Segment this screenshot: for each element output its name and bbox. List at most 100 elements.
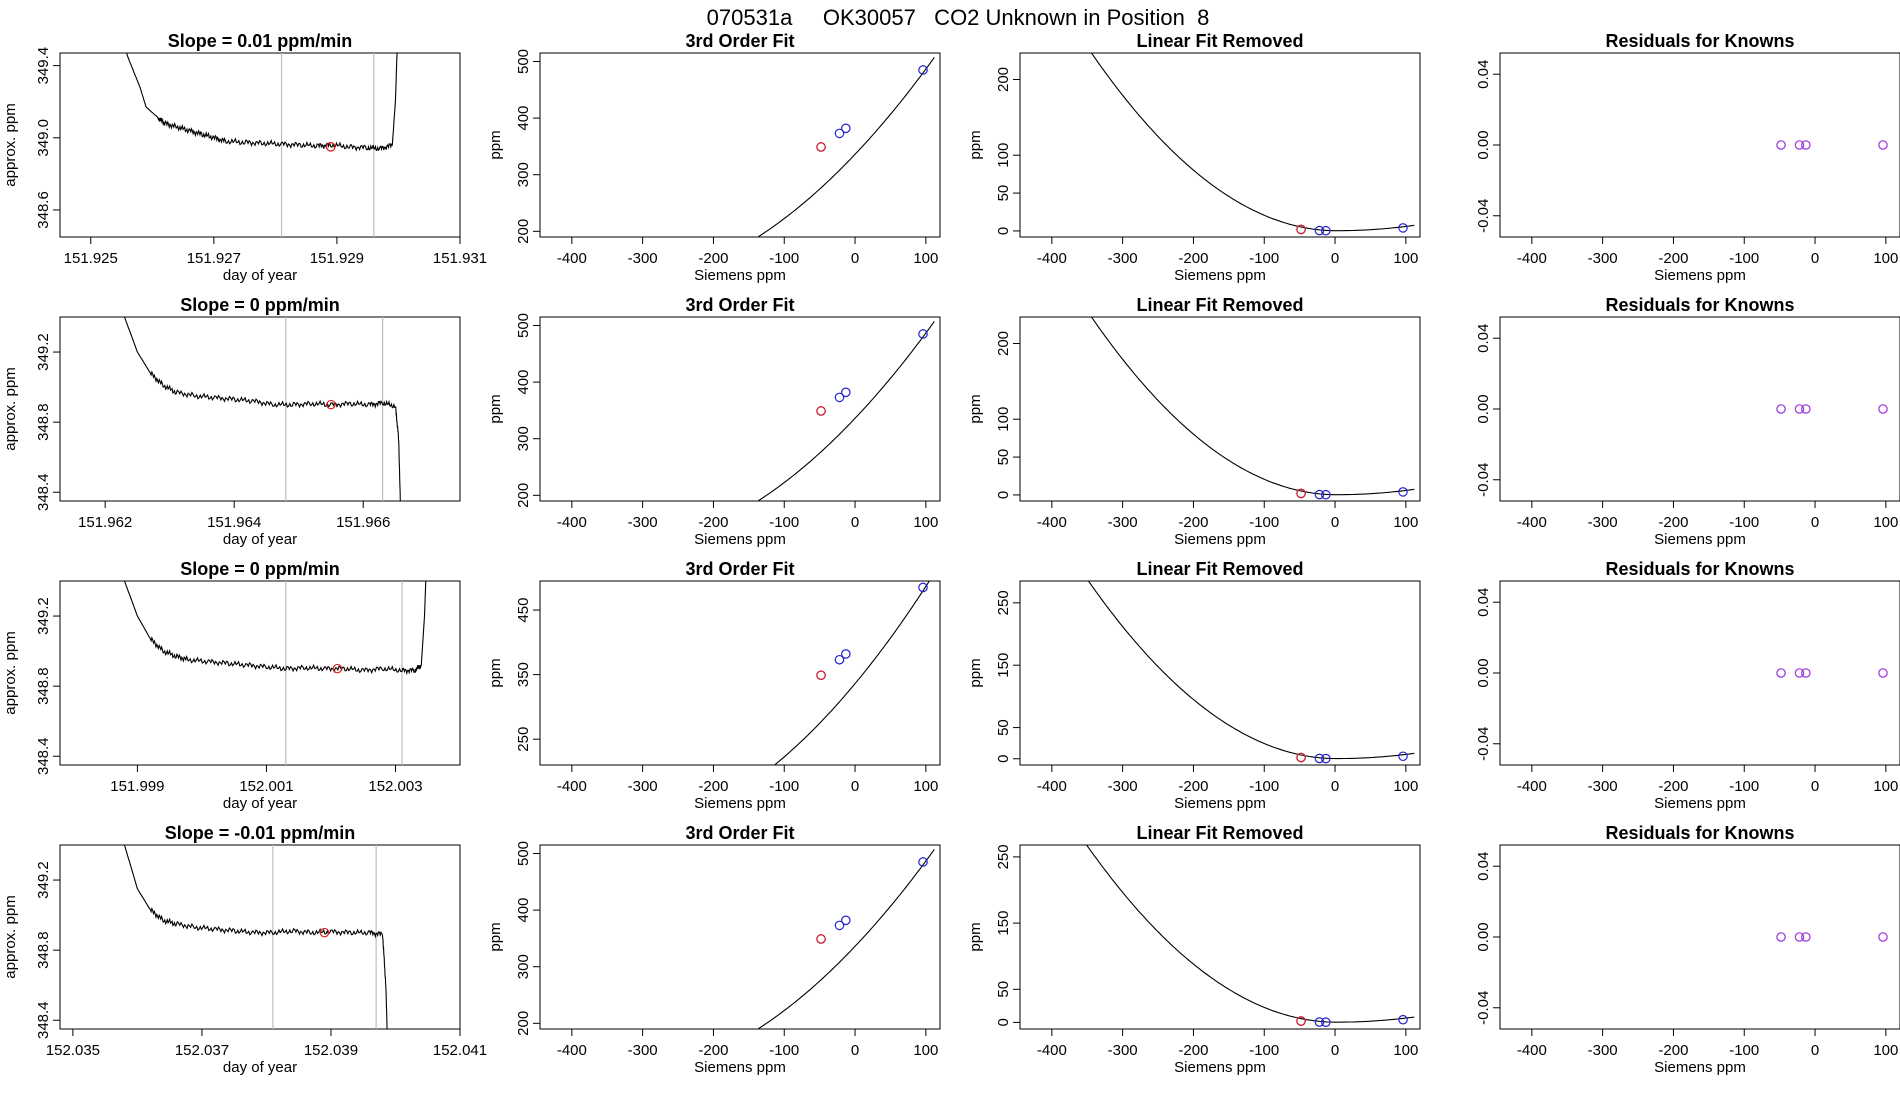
y-tick-label: 150 (995, 911, 1012, 936)
plot-area (1090, 317, 1415, 500)
residual-point (1776, 140, 1786, 150)
x-tick-label: -400 (1517, 514, 1547, 531)
y-tick-label: 50 (995, 981, 1012, 998)
y-tick-label: 349.0 (35, 119, 52, 157)
y-tick-label: 0.00 (1475, 130, 1492, 159)
residual-point (1878, 404, 1888, 414)
unknown-point (1296, 1016, 1306, 1026)
residual-point (1878, 668, 1888, 678)
panel-4-2: 3rd Order Fit -400 -300 -200 -100 0 100 Siemens… (487, 823, 941, 1076)
y-tick-label: 200 (995, 331, 1012, 356)
panel-title: Linear Fit Removed (1136, 823, 1303, 843)
y-tick-label: 200 (515, 1011, 532, 1036)
plot-frame (539, 844, 941, 1030)
x-tick-label: -300 (1108, 250, 1138, 267)
known-point (841, 915, 851, 926)
x-tick-label: -300 (628, 778, 658, 795)
unknown-point (1296, 752, 1306, 763)
known-point (841, 387, 851, 398)
y-tick-label: 0.04 (1475, 324, 1492, 353)
y-axis-label: ppm (967, 922, 984, 951)
y-tick-label: 100 (995, 143, 1012, 168)
x-tick-label: 0 (1331, 778, 1339, 795)
unknown-point (816, 934, 826, 944)
x-axis-label: Siemens ppm (1654, 1059, 1746, 1076)
plot-area (756, 849, 935, 1029)
unknown-point (816, 406, 826, 416)
concentration-trace (126, 53, 398, 152)
y-axis-label: approx. ppm (2, 895, 19, 978)
x-axis-label: Siemens ppm (1174, 795, 1266, 812)
y-axis-label: approx. ppm (2, 367, 19, 450)
concentration-trace (123, 581, 427, 676)
panel-3-3: Linear Fit Removed -400 -300 -200 -100 0 100 Si… (967, 559, 1421, 812)
x-tick-label: 100 (1873, 514, 1898, 531)
unknown-marker (332, 663, 343, 674)
panel-1-3: Linear Fit Removed -400 -300 -200 -100 0 100 Si… (967, 31, 1421, 284)
x-tick-label: 151.925 (64, 250, 118, 267)
y-tick-label: 500 (515, 49, 532, 74)
x-tick-label: -300 (1588, 250, 1618, 267)
x-tick-label: -200 (1658, 778, 1688, 795)
unknown-point (816, 142, 826, 152)
x-tick-label: 152.039 (304, 1042, 358, 1059)
known-point (918, 857, 928, 867)
y-tick-label: 200 (515, 219, 532, 244)
x-tick-label: -300 (1108, 514, 1138, 531)
known-point (841, 123, 851, 134)
residual-point (1776, 668, 1786, 678)
y-tick-label: 350 (515, 662, 532, 687)
x-tick-label: 0 (1331, 514, 1339, 531)
x-tick-label: -300 (1588, 778, 1618, 795)
fit-curve (756, 321, 935, 501)
plot-frame (59, 844, 461, 1030)
x-tick-label: 0 (851, 778, 859, 795)
known-point (1398, 487, 1408, 497)
y-tick-label: 0 (995, 491, 1012, 499)
x-tick-label: -200 (698, 250, 728, 267)
x-tick-label: -400 (1517, 250, 1547, 267)
unknown-marker (325, 142, 336, 152)
x-tick-label: 100 (1873, 778, 1898, 795)
panel-title: Slope = 0 ppm/min (180, 295, 340, 315)
x-tick-label: -100 (1249, 250, 1279, 267)
plot-frame (59, 316, 461, 502)
residual-point (1801, 140, 1811, 150)
known-point (1398, 1014, 1408, 1025)
y-tick-label: 0.04 (1475, 852, 1492, 881)
x-tick-label: -300 (1588, 1042, 1618, 1059)
y-tick-label: 0.04 (1475, 60, 1492, 89)
x-tick-label: 152.001 (239, 778, 293, 795)
x-axis-label: Siemens ppm (1654, 267, 1746, 284)
x-tick-label: 0 (1331, 1042, 1339, 1059)
plot-frame (59, 580, 461, 766)
y-tick-label: 0.00 (1475, 658, 1492, 687)
residual-curve (1090, 317, 1415, 496)
x-tick-label: 100 (913, 778, 938, 795)
residual-curve (1090, 53, 1415, 232)
x-tick-label: 151.966 (336, 514, 390, 531)
x-tick-label: -300 (1108, 778, 1138, 795)
plot-area (123, 581, 427, 765)
fit-curve (756, 57, 935, 237)
panel-title: Residuals for Knowns (1605, 823, 1794, 843)
x-axis-label: Siemens ppm (1174, 531, 1266, 548)
residual-point (1878, 932, 1888, 942)
panel-title: Slope = 0 ppm/min (180, 559, 340, 579)
x-axis-label: Siemens ppm (694, 267, 786, 284)
y-tick-label: 200 (995, 67, 1012, 92)
x-tick-label: 151.999 (110, 778, 164, 795)
y-tick-label: 300 (515, 162, 532, 187)
x-tick-label: -400 (1037, 514, 1067, 531)
known-point (834, 654, 845, 665)
x-axis-label: Siemens ppm (694, 795, 786, 812)
y-tick-label: 450 (515, 598, 532, 623)
known-point (1398, 751, 1408, 762)
y-tick-label: 349.2 (35, 597, 52, 635)
x-tick-label: -300 (628, 1042, 658, 1059)
x-tick-label: 100 (1873, 250, 1898, 267)
residual-curve (1087, 581, 1415, 760)
x-tick-label: -100 (1729, 778, 1759, 795)
